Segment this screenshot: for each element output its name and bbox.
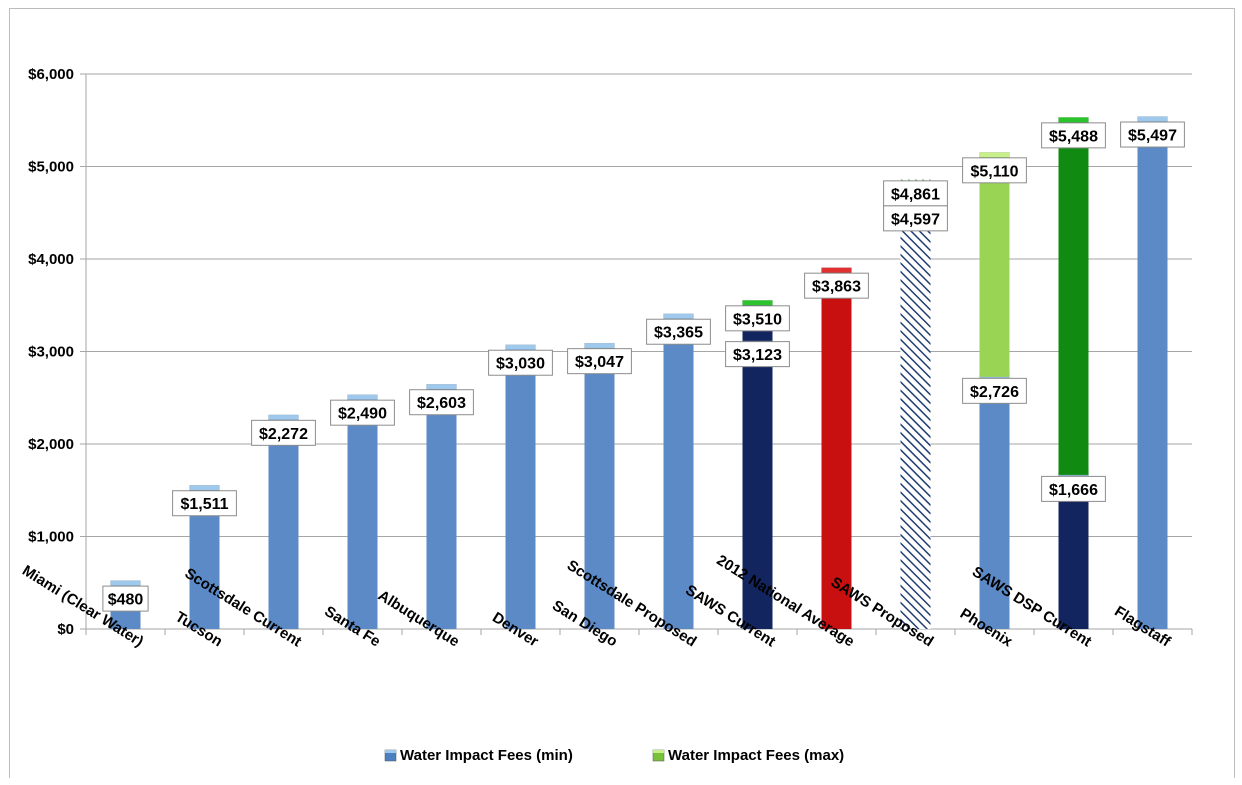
y-tick-label: $4,000 bbox=[28, 251, 74, 268]
bar-min bbox=[663, 317, 694, 629]
bar-max-cap bbox=[1058, 117, 1089, 123]
svg-text:$3,365: $3,365 bbox=[654, 325, 703, 342]
legend-item: Water Impact Fees (max) bbox=[652, 747, 844, 764]
data-label: $4,861 bbox=[883, 180, 948, 207]
data-label: $3,863 bbox=[804, 272, 869, 299]
bar-min bbox=[584, 347, 615, 629]
bar-min-cap bbox=[821, 267, 852, 273]
bar-min-cap bbox=[426, 383, 457, 390]
chart-frame bbox=[9, 8, 1235, 778]
data-label: $2,490 bbox=[330, 399, 395, 426]
data-label: $3,510 bbox=[725, 305, 790, 332]
y-tick-label: $5,000 bbox=[28, 159, 74, 176]
bar-max-cap bbox=[742, 300, 773, 306]
legend-swatch-cap bbox=[385, 750, 396, 753]
svg-text:$5,488: $5,488 bbox=[1049, 128, 1098, 145]
data-label: $2,603 bbox=[409, 389, 474, 416]
bar-min bbox=[900, 203, 931, 629]
svg-text:$3,510: $3,510 bbox=[733, 311, 782, 328]
svg-text:$1,511: $1,511 bbox=[180, 496, 228, 513]
data-label: $3,047 bbox=[567, 348, 632, 375]
legend-swatch-cap bbox=[653, 750, 664, 753]
bar-min-cap bbox=[347, 394, 378, 400]
data-label: $5,497 bbox=[1120, 121, 1185, 148]
y-tick-label: $0 bbox=[57, 621, 74, 638]
svg-text:$3,863: $3,863 bbox=[812, 279, 861, 296]
svg-text:$1,666: $1,666 bbox=[1049, 482, 1098, 499]
data-label: $2,272 bbox=[251, 419, 316, 446]
bar-max-cap bbox=[979, 152, 1010, 158]
bar-min bbox=[742, 340, 773, 629]
legend-label: Water Impact Fees (max) bbox=[668, 747, 844, 764]
data-label: $3,123 bbox=[725, 341, 790, 368]
data-label: $4,597 bbox=[883, 205, 948, 232]
svg-text:$3,123: $3,123 bbox=[733, 347, 782, 364]
bar-min-cap bbox=[1137, 116, 1168, 122]
data-label: $3,365 bbox=[646, 318, 711, 345]
data-label: $480 bbox=[102, 585, 149, 612]
svg-text:$4,861: $4,861 bbox=[891, 186, 940, 203]
bar-max bbox=[1058, 121, 1089, 475]
bar-min-cap bbox=[268, 414, 299, 421]
svg-text:$2,490: $2,490 bbox=[338, 406, 387, 423]
svg-text:$5,497: $5,497 bbox=[1128, 128, 1177, 145]
svg-text:$2,272: $2,272 bbox=[259, 426, 308, 443]
svg-text:$3,030: $3,030 bbox=[496, 356, 545, 373]
svg-text:$5,110: $5,110 bbox=[970, 163, 1018, 180]
data-label: $1,511 bbox=[172, 490, 237, 517]
y-tick-label: $3,000 bbox=[28, 344, 74, 361]
data-label: $5,110 bbox=[962, 157, 1027, 184]
y-tick-label: $1,000 bbox=[28, 529, 74, 546]
bar-min-cap bbox=[110, 580, 141, 586]
svg-text:$3,047: $3,047 bbox=[575, 354, 624, 371]
svg-text:$4,597: $4,597 bbox=[891, 211, 940, 228]
bar-min bbox=[1137, 120, 1168, 629]
bar-min-cap bbox=[505, 344, 536, 350]
svg-text:$2,603: $2,603 bbox=[417, 395, 466, 412]
bar-min-cap bbox=[189, 484, 220, 491]
data-label: $2,726 bbox=[962, 377, 1027, 404]
bar-min bbox=[347, 398, 378, 629]
bar-max bbox=[979, 156, 1010, 377]
svg-text:$2,726: $2,726 bbox=[970, 384, 1019, 401]
bar-min-cap bbox=[663, 313, 694, 319]
bar-min-cap bbox=[584, 342, 615, 349]
bar-min bbox=[268, 418, 299, 629]
y-tick-label: $2,000 bbox=[28, 436, 74, 453]
legend: Water Impact Fees (min) Water Impact Fees… bbox=[384, 747, 844, 764]
bar-min bbox=[821, 271, 852, 629]
bar-min bbox=[426, 388, 457, 629]
bar-min bbox=[979, 376, 1010, 629]
svg-text:$480: $480 bbox=[108, 592, 144, 609]
data-label: $3,030 bbox=[488, 349, 553, 376]
data-label: $5,488 bbox=[1041, 122, 1106, 149]
y-tick-label: $6,000 bbox=[28, 66, 74, 83]
legend-label: Water Impact Fees (min) bbox=[400, 747, 573, 764]
bar-min bbox=[505, 348, 536, 629]
legend-item: Water Impact Fees (min) bbox=[384, 747, 573, 764]
data-label: $1,666 bbox=[1041, 475, 1106, 502]
